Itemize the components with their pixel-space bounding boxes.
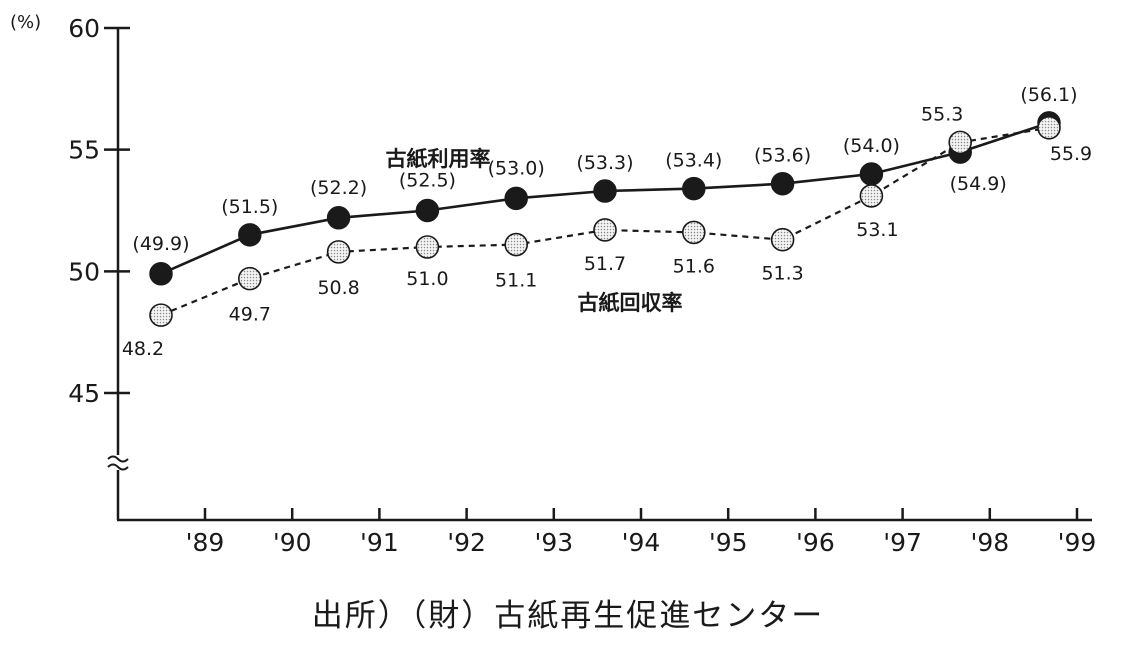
- utilization-data-label: (53.4): [665, 150, 722, 172]
- utilization-data-label: (51.5): [221, 196, 278, 218]
- recovery-point: [593, 218, 617, 242]
- x-tick-label: '96: [796, 528, 835, 557]
- utilization-data-label: (56.1): [1020, 84, 1077, 106]
- utilization-data-label: (53.3): [576, 152, 633, 174]
- utilization-point: [326, 206, 351, 230]
- x-tick-label: '98: [970, 528, 1009, 557]
- recovery-point: [681, 220, 706, 245]
- utilization-point: [238, 223, 262, 247]
- recovery-point: [149, 303, 173, 327]
- x-tick-label: '92: [447, 528, 486, 557]
- utilization-point: [770, 171, 795, 196]
- recovery-data-label: 55.9: [1050, 143, 1092, 165]
- utilization-point: [504, 186, 528, 211]
- recovery-data-label: 51.3: [761, 263, 803, 285]
- x-tick-label: '93: [534, 528, 573, 557]
- y-tick-label: 50: [68, 257, 100, 286]
- y-tick-label: 45: [68, 379, 100, 408]
- utilization-point: [682, 176, 706, 201]
- utilization-data-label: (53.6): [754, 145, 811, 167]
- recovery-data-label: 55.3: [921, 103, 963, 125]
- x-tick-label: '89: [186, 528, 225, 557]
- y-unit-label: (%): [10, 12, 41, 33]
- utilization-data-label: (54.9): [950, 173, 1007, 195]
- utilization-data-label: (53.0): [488, 157, 545, 179]
- recovery-data-label: 48.2: [122, 338, 164, 360]
- line-chart: (%) 45 50 55 60 '89 '90 '91 '92 '93 '94 '95 '96 '97 '…: [10, 12, 1097, 557]
- y-tick-label: 55: [68, 136, 100, 165]
- x-tick-label: '94: [622, 528, 661, 557]
- recovery-data-label: 49.7: [229, 304, 271, 326]
- recovery-point: [770, 227, 795, 252]
- recovery-data-label: 51.7: [584, 253, 626, 275]
- series-name-recovery: 古紙回収率: [578, 291, 683, 315]
- x-tick-label: '95: [709, 528, 748, 557]
- utilization-point: [593, 179, 617, 203]
- recovery-data-label: 51.6: [673, 255, 715, 277]
- x-tick-label: '90: [273, 528, 312, 557]
- utilization-point: [859, 162, 884, 186]
- recovery-point: [415, 235, 440, 259]
- y-tick-label: 60: [68, 14, 100, 43]
- recovery-data-label: 51.0: [406, 268, 448, 290]
- utilization-data-label: (52.5): [399, 170, 456, 192]
- utilization-data-label: (49.9): [132, 233, 189, 255]
- axis-break-mark: [107, 455, 129, 471]
- x-tick-label: '91: [360, 528, 399, 557]
- recovery-point: [859, 184, 884, 208]
- recovery-point: [948, 130, 973, 155]
- series-name-utilization: 古紙利用率: [386, 147, 491, 171]
- x-tick-label: '99: [1058, 528, 1097, 557]
- recovery-point: [1037, 115, 1061, 140]
- utilization-point: [149, 262, 173, 286]
- utilization-point: [415, 198, 440, 223]
- recovery-point: [504, 232, 529, 257]
- x-tick-label: '97: [883, 528, 922, 557]
- recovery-point: [238, 266, 262, 291]
- source-note: 出所）（財）古紙再生促進センター: [311, 598, 825, 634]
- recovery-data-label: 50.8: [317, 277, 359, 299]
- recovery-data-label: 53.1: [856, 219, 898, 241]
- recovery-point: [326, 240, 351, 264]
- utilization-data-label: (52.2): [310, 177, 367, 199]
- utilization-data-label: (54.0): [843, 135, 900, 157]
- recovery-data-label: 51.1: [495, 270, 537, 292]
